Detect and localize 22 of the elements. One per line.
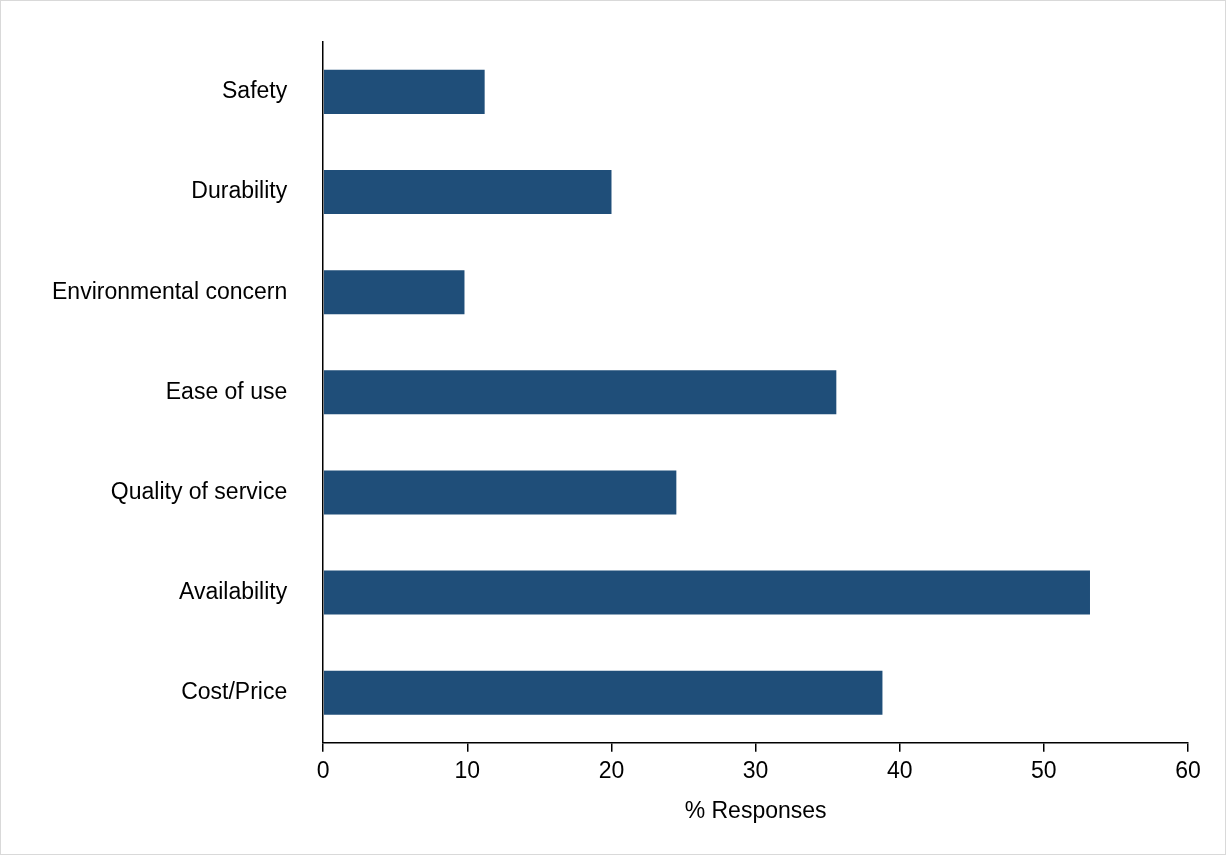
x-tick-label: 60: [1175, 756, 1201, 783]
x-tick-label: 10: [454, 756, 481, 783]
bar: [323, 370, 837, 415]
bar: [323, 270, 465, 315]
x-tick-label: 30: [742, 756, 769, 783]
x-tick-label: 20: [598, 756, 625, 783]
bar: [323, 69, 485, 114]
x-axis-title: % Responses: [684, 796, 827, 823]
bar: [323, 670, 883, 715]
y-tick-label: Quality of service: [110, 477, 288, 504]
x-tick-label: 50: [1031, 756, 1057, 783]
y-tick-label: Safety: [222, 77, 288, 104]
y-tick-label: Availability: [178, 577, 288, 604]
bar: [323, 470, 677, 515]
bar: [323, 570, 1090, 615]
x-tick-label: 40: [886, 756, 913, 783]
bar: [323, 169, 612, 215]
y-tick-label: Cost/Price: [181, 678, 288, 705]
x-tick-label: 0: [316, 756, 330, 783]
y-tick-label: Durability: [191, 177, 288, 204]
y-tick-label: Ease of use: [165, 377, 288, 404]
y-tick-label: Environmental concern: [52, 277, 288, 304]
